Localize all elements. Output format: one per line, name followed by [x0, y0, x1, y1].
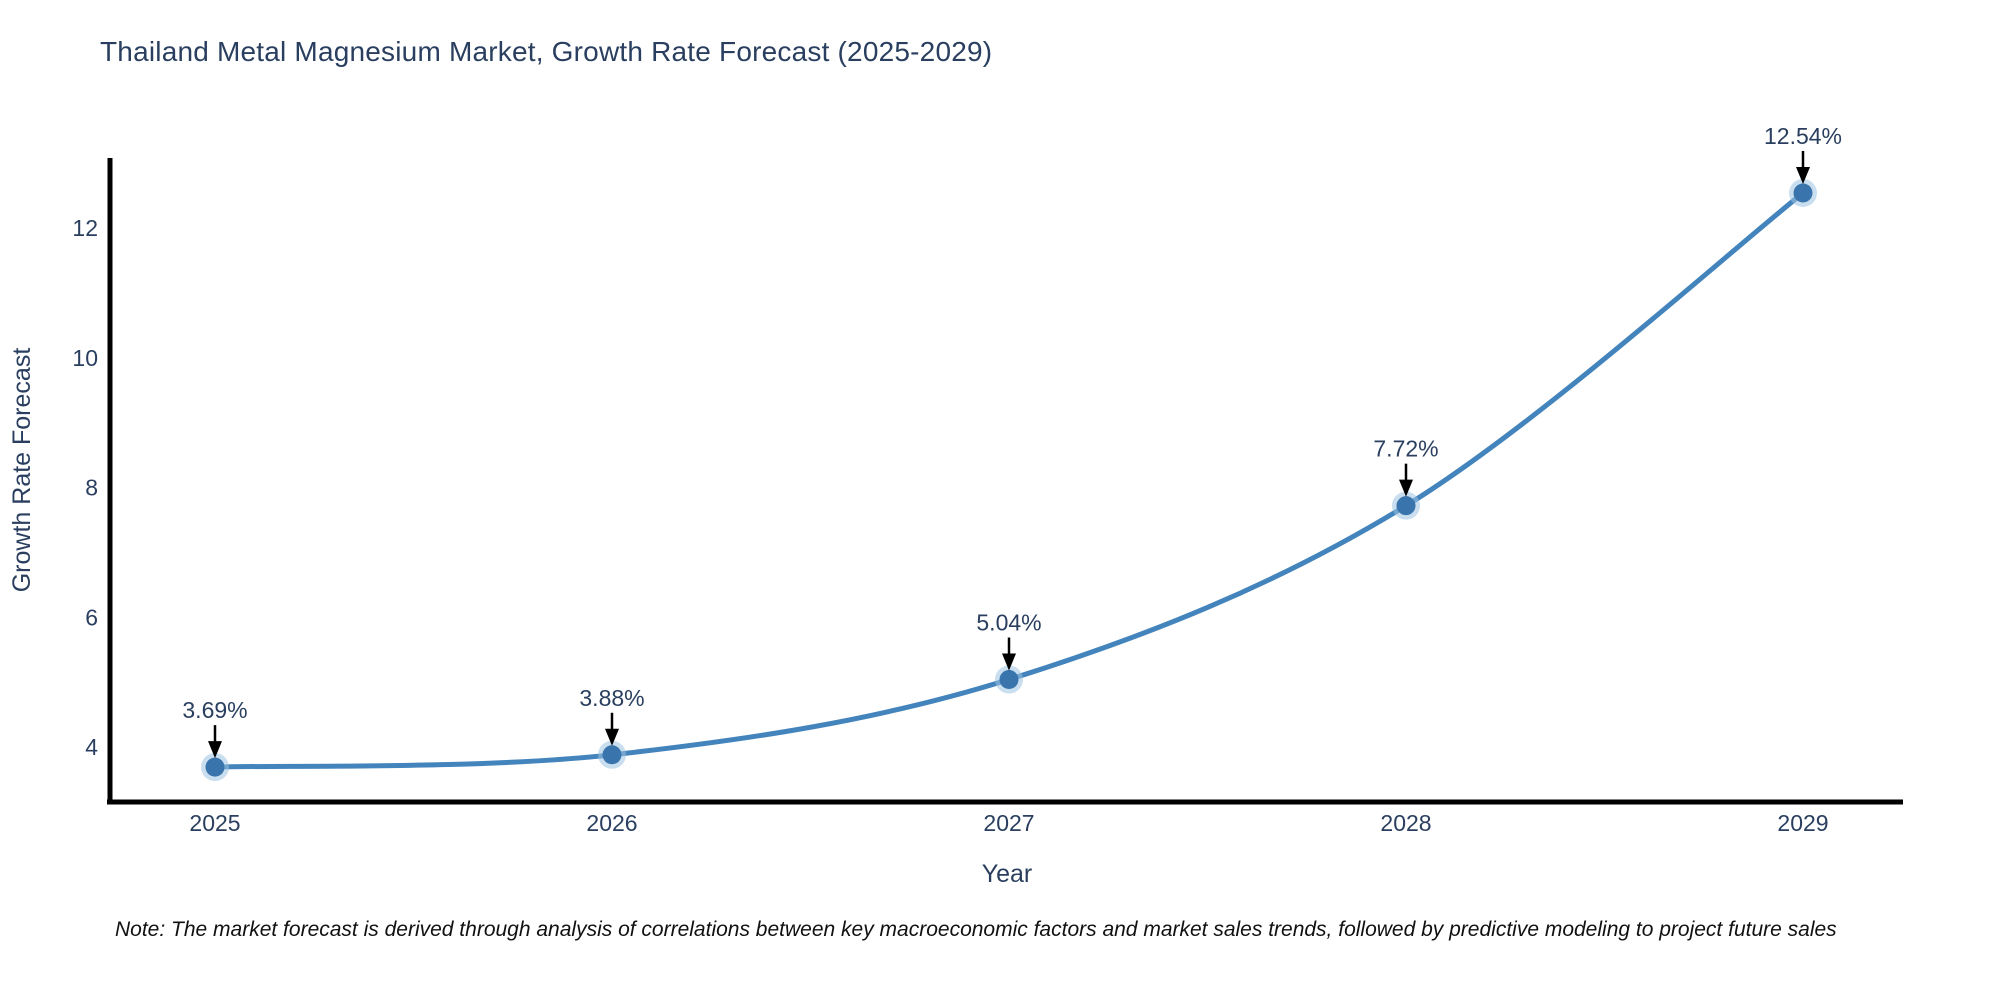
point-annotations: 3.69% 3.88% 5.04% 7.72% 12.54% — [182, 123, 1842, 759]
y-tick-label: 10 — [72, 345, 98, 371]
y-tick-label: 12 — [72, 215, 98, 241]
x-axis-title: Year — [982, 860, 1033, 888]
point-value-label: 12.54% — [1764, 123, 1842, 149]
data-point-marker — [205, 757, 225, 777]
annotation-arrowhead-icon — [1399, 479, 1413, 497]
annotation-arrowhead-icon — [1002, 653, 1016, 671]
annotation-arrowhead-icon — [208, 741, 222, 759]
point-value-label: 7.72% — [1373, 436, 1438, 462]
x-axis-tick-labels: 2025 2026 2027 2028 2029 — [189, 810, 1828, 836]
data-point-marker — [1793, 183, 1813, 203]
point-value-label: 3.88% — [579, 685, 644, 711]
y-axis-tick-labels: 4 6 8 10 12 — [72, 215, 98, 760]
y-tick-label: 4 — [85, 734, 98, 760]
x-tick-label: 2027 — [983, 810, 1034, 836]
data-point-marker — [602, 745, 622, 765]
forecast-line-series — [201, 178, 1817, 782]
x-tick-label: 2025 — [189, 810, 240, 836]
y-tick-label: 8 — [85, 475, 98, 501]
x-tick-label: 2029 — [1777, 810, 1828, 836]
y-axis-title: Growth Rate Forecast — [8, 348, 36, 593]
annotation-arrowhead-icon — [605, 728, 619, 746]
annotation-arrowhead-icon — [1796, 166, 1810, 184]
point-value-label: 5.04% — [976, 610, 1041, 636]
data-point-marker — [1396, 496, 1416, 516]
x-tick-label: 2026 — [586, 810, 637, 836]
y-tick-label: 6 — [85, 604, 98, 630]
data-point-marker — [999, 670, 1019, 690]
chart-title: Thailand Metal Magnesium Market, Growth … — [100, 36, 993, 67]
x-tick-label: 2028 — [1380, 810, 1431, 836]
point-value-label: 3.69% — [182, 697, 247, 723]
footnote: Note: The market forecast is derived thr… — [115, 918, 1837, 941]
